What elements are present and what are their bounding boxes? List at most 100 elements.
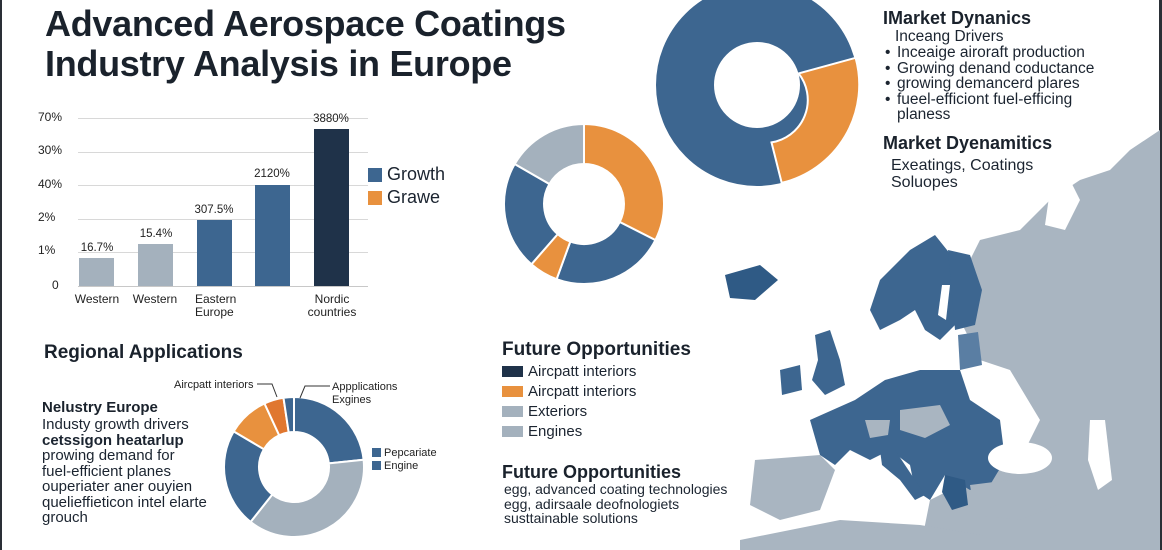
large-donut-chart — [656, 0, 860, 186]
legend-label: Aircpatt interiors — [528, 362, 637, 380]
legend-item: Aircpatt interiors — [502, 361, 691, 381]
map-gulf-bothnia — [938, 285, 950, 320]
drivers-list: Inceaige airoraft production Growing den… — [883, 45, 1153, 123]
future-opportunities-legend-section: Future Opportunities Aircpatt interiors … — [502, 339, 691, 441]
legend-swatch — [368, 190, 382, 205]
bar-region-4 — [255, 185, 290, 286]
legend-swatch — [502, 405, 523, 417]
x-label-line: countries — [307, 305, 357, 319]
callout-aircraft-interiors: Aircpatt interiors — [174, 379, 254, 391]
bar-value-label: 3880% — [313, 113, 349, 125]
legend-item: Engine — [372, 459, 437, 472]
bar-value-label: 15.4% — [139, 228, 173, 240]
future-opportunities-heading-2: Future Opportunities — [502, 462, 681, 482]
industry-europe-heading: Nelustry Europe — [42, 399, 158, 416]
legend-swatch — [372, 448, 381, 457]
industry-line: prowing demand for — [42, 447, 175, 464]
left-border — [0, 0, 2, 550]
driver-item-continuation: planess — [897, 106, 951, 123]
bar-nordic — [314, 129, 349, 286]
text-line: Exeatings, Coatings — [891, 157, 1034, 174]
drivers-subheading: Inceang Drivers — [895, 28, 1004, 45]
legend-swatch — [502, 425, 523, 437]
future-opportunities-heading: Future Opportunities — [502, 339, 691, 360]
industry-line: cetssigon heatarlup — [42, 431, 184, 449]
bar-value-label: 307.5% — [194, 204, 234, 216]
x-label: Western — [132, 292, 178, 306]
bar-value-label: 2120% — [254, 168, 290, 180]
future-line: egg, advanced coating technologies — [504, 481, 728, 497]
bar-chart-legend: Growth Grawe — [368, 163, 445, 209]
legend-label: Aircpatt interiors — [528, 382, 637, 400]
x-label-line: Nordic — [314, 292, 350, 306]
donut-segment-gray — [513, 122, 585, 186]
x-label: Eastern Europe — [175, 293, 255, 319]
gridline — [78, 152, 368, 153]
bar-western-1 — [79, 258, 114, 286]
bar-eastern-europe — [197, 220, 232, 286]
map-region-iberia — [750, 455, 835, 520]
map-region-baltics — [958, 332, 982, 370]
industry-line: grouch — [42, 509, 88, 526]
legend-item-grawe: Grawe — [368, 186, 445, 209]
driver-item: Growing denand coductance — [883, 60, 1153, 77]
donut-segment-orange — [770, 56, 860, 185]
map-region-north-africa — [740, 520, 1020, 550]
map-region-ireland — [780, 365, 802, 395]
title-line-2: Industry Analysis in Europe — [45, 43, 512, 84]
y-tick: 30% — [38, 143, 63, 157]
legend-label: Pepcariate — [384, 446, 437, 459]
future-opportunities-text-section: Future Opportunities egg, advanced coati… — [502, 462, 727, 526]
map-region-iceland — [725, 265, 778, 300]
industry-line: fuel-efficient planes — [42, 462, 171, 480]
legend-label: Grawe — [387, 187, 441, 207]
x-label-line: Eastern — [195, 292, 237, 306]
industry-line: quelieffieticon intel elarte — [42, 493, 207, 511]
market-dynamics-2-text: Exeatings, Coatings Soluopes — [891, 157, 1052, 191]
market-dynamics-2-heading: Market Dyenamitics — [883, 133, 1053, 153]
y-tick: 70% — [38, 110, 63, 124]
legend-label: Growth — [387, 164, 446, 184]
bar-western-2 — [138, 244, 173, 286]
map-region-turkey — [970, 475, 1070, 520]
donut-segment-orange — [583, 122, 666, 242]
callout-line: Appplications — [332, 381, 398, 393]
x-label-line: Europe — [195, 305, 234, 319]
market-dynamics-heading: IMarket Dynanics — [883, 8, 1032, 28]
y-tick: 1% — [38, 243, 56, 257]
map-region-west-central — [810, 370, 1005, 500]
callout-applications-engines: Appplications Exgines — [332, 381, 397, 407]
legend-swatch — [502, 385, 523, 397]
map-region-switzerland — [865, 420, 890, 438]
regional-applications-heading: Regional Applications — [44, 342, 243, 363]
callout-line: Exgines — [332, 394, 372, 406]
regional-legend: Pepcariate Engine — [372, 446, 437, 472]
future-line: egg, adirsaale deofnologiets — [504, 495, 680, 512]
map-region-central-gray — [900, 405, 950, 438]
map-region-uk — [812, 330, 845, 395]
y-tick: 0 — [52, 278, 59, 292]
y-tick: 40% — [38, 177, 63, 191]
driver-item: growing demancerd plares — [883, 76, 1153, 92]
y-tick: 2% — [38, 210, 56, 224]
map-region-italy — [880, 450, 925, 500]
legend-item: Engines — [502, 421, 691, 441]
future-line: susttainable solutions — [504, 510, 638, 526]
growth-bar-chart: 70% 30% 40% 2% 1% 0 16.7% Western 15.4% … — [30, 105, 368, 320]
map-black-sea — [988, 442, 1052, 474]
market-dynamics-section: IMarket Dynanics Inceang Drivers Inceaig… — [883, 8, 1153, 123]
legend-swatch — [368, 167, 382, 182]
map-region-finland — [948, 250, 982, 330]
industry-europe-block: Nelustry Europe Industy growth drivers c… — [42, 398, 232, 526]
map-sea — [1045, 180, 1080, 230]
donut-segment-blue-3 — [282, 395, 295, 434]
page-title: Advanced Aerospace Coatings Industry Ana… — [45, 4, 566, 84]
text-line: Soluopes — [891, 174, 958, 191]
gridline — [78, 118, 368, 119]
bar-value-label: 16.7% — [80, 242, 114, 254]
europe-map — [725, 130, 1160, 550]
map-region-greece — [942, 475, 968, 510]
industry-line: Industy growth drivers — [42, 416, 189, 433]
callout-lines — [257, 383, 330, 399]
legend-item: Pepcariate — [372, 446, 437, 459]
